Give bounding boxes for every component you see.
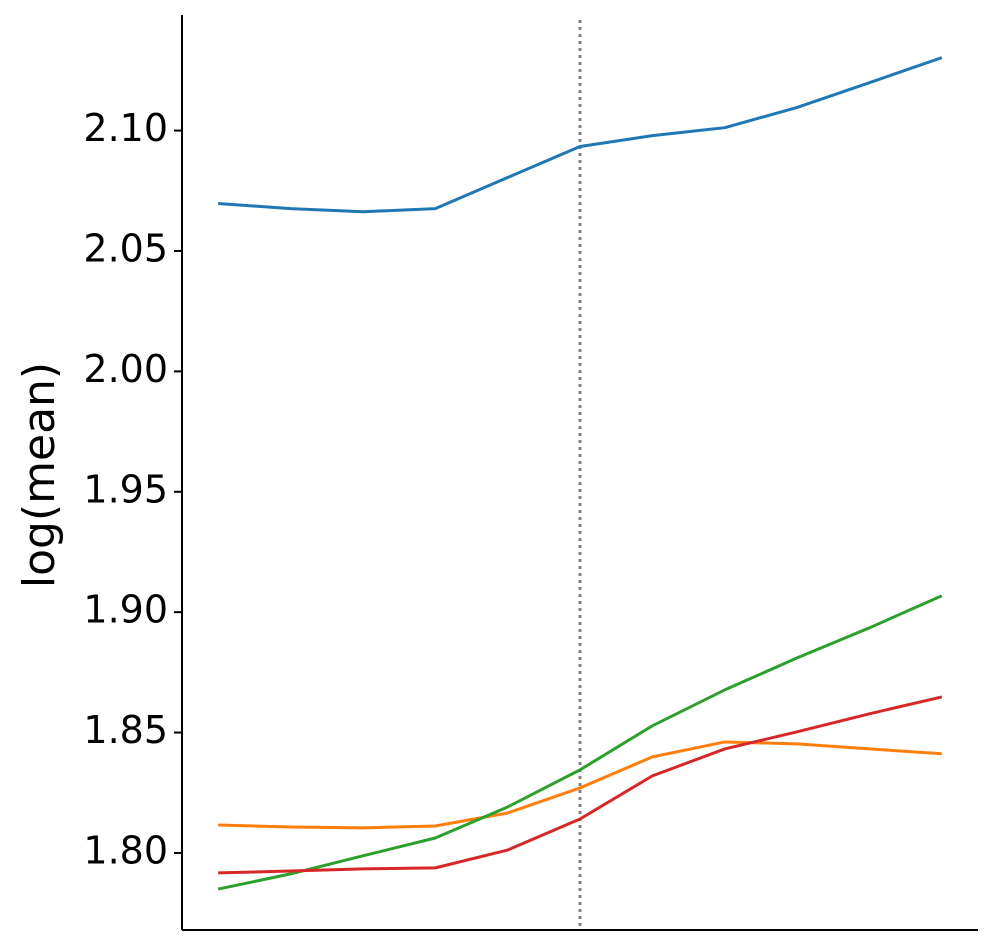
y-tick-label: 2.10 [83,106,168,150]
y-tick-label: 2.00 [83,347,168,391]
y-tick-label: 1.95 [83,467,168,511]
y-axis-label: log(mean) [14,362,65,588]
y-tick-label: 1.80 [83,828,168,872]
line-series [218,56,943,214]
y-tick-label: 1.90 [83,588,168,632]
y-tick-label: 2.05 [83,226,168,270]
line-series [218,740,942,830]
line-series [218,695,943,875]
line-series [217,594,943,891]
y-tick-label: 1.85 [83,708,168,752]
